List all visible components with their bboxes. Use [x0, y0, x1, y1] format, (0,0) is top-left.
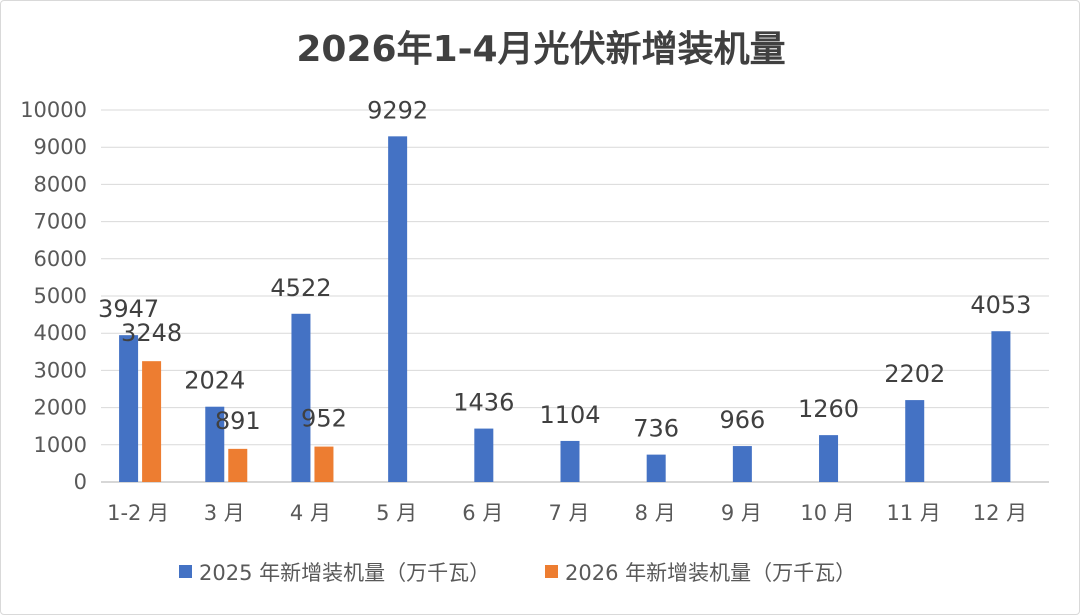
bar-2025: [991, 331, 1011, 482]
y-tick-label: 3000: [34, 358, 87, 382]
y-tick-label: 8000: [34, 172, 87, 196]
data-label-2025: 1104: [539, 401, 600, 429]
data-label-2025: 3947: [98, 295, 159, 323]
legend-label: 2025 年新增装机量（万千瓦）: [199, 561, 490, 585]
y-tick-label: 0: [74, 470, 87, 494]
bar-2025: [388, 136, 408, 483]
x-tick-label: 8 月: [635, 501, 676, 525]
bar-2025: [119, 335, 139, 482]
bar-2025: [560, 440, 580, 482]
y-tick-label: 4000: [34, 321, 87, 345]
legend-label: 2026 年新增装机量（万千瓦）: [565, 561, 856, 585]
x-tick-label: 3 月: [204, 501, 245, 525]
x-tick-label: 1-2 月: [107, 501, 169, 525]
data-label-2025: 9292: [367, 96, 428, 124]
x-tick-label: 11 月: [887, 501, 941, 525]
data-label-2025: 2024: [184, 367, 245, 395]
x-axis-ticks: 1-2 月 3 月 4 月 5 月 6 月 7 月 8 月 9 月 10 月 11 月 12 月: [107, 501, 1027, 525]
legend-swatch: [545, 565, 558, 578]
x-tick-label: 9 月: [721, 501, 762, 525]
y-tick-label: 2000: [34, 396, 87, 420]
x-tick-label: 5 月: [376, 501, 417, 525]
bar-2026: [228, 448, 248, 482]
data-label-2026: 891: [215, 407, 261, 435]
y-tick-label: 10000: [20, 98, 87, 122]
y-tick-label: 9000: [34, 135, 87, 159]
bar-2025: [474, 428, 494, 482]
data-label-2025: 4522: [270, 274, 331, 302]
data-label-2025: 966: [719, 406, 765, 434]
bars: [119, 136, 1011, 483]
chart-title: 2026年1-4月光伏新增装机量: [296, 29, 785, 70]
legend-swatch: [179, 565, 192, 578]
bar-2025: [291, 313, 311, 482]
data-label-2025: 4053: [970, 291, 1031, 319]
data-label-2026: 3248: [121, 319, 182, 347]
grid-lines: [101, 109, 1049, 483]
y-tick-label: 7000: [34, 210, 87, 234]
data-label-2026: 952: [301, 405, 347, 433]
y-axis-ticks: 0 1000 2000 3000 4000 5000 6000 7000 8000 9000 100…: [20, 98, 87, 494]
legend: 2025 年新增装机量（万千瓦） 2026 年新增装机量（万千瓦）: [179, 561, 856, 585]
data-label-2025: 1436: [453, 389, 514, 417]
bar-2025: [905, 400, 925, 482]
bar-2025: [205, 406, 225, 482]
bar-2025: [646, 454, 666, 482]
x-tick-label: 10 月: [800, 501, 854, 525]
x-tick-label: 7 月: [548, 501, 589, 525]
bar-2026: [142, 361, 162, 482]
data-label-2025: 736: [633, 415, 679, 443]
x-tick-label: 6 月: [462, 501, 503, 525]
x-tick-label: 12 月: [973, 501, 1027, 525]
data-label-2025: 1260: [798, 395, 859, 423]
data-label-2025: 2202: [884, 360, 945, 388]
y-tick-label: 5000: [34, 284, 87, 308]
bar-2026: [314, 446, 334, 482]
y-tick-label: 1000: [34, 433, 87, 457]
x-tick-label: 4 月: [290, 501, 331, 525]
bar-2025: [732, 446, 752, 482]
bar-2025: [819, 435, 839, 482]
y-tick-label: 6000: [34, 247, 87, 271]
